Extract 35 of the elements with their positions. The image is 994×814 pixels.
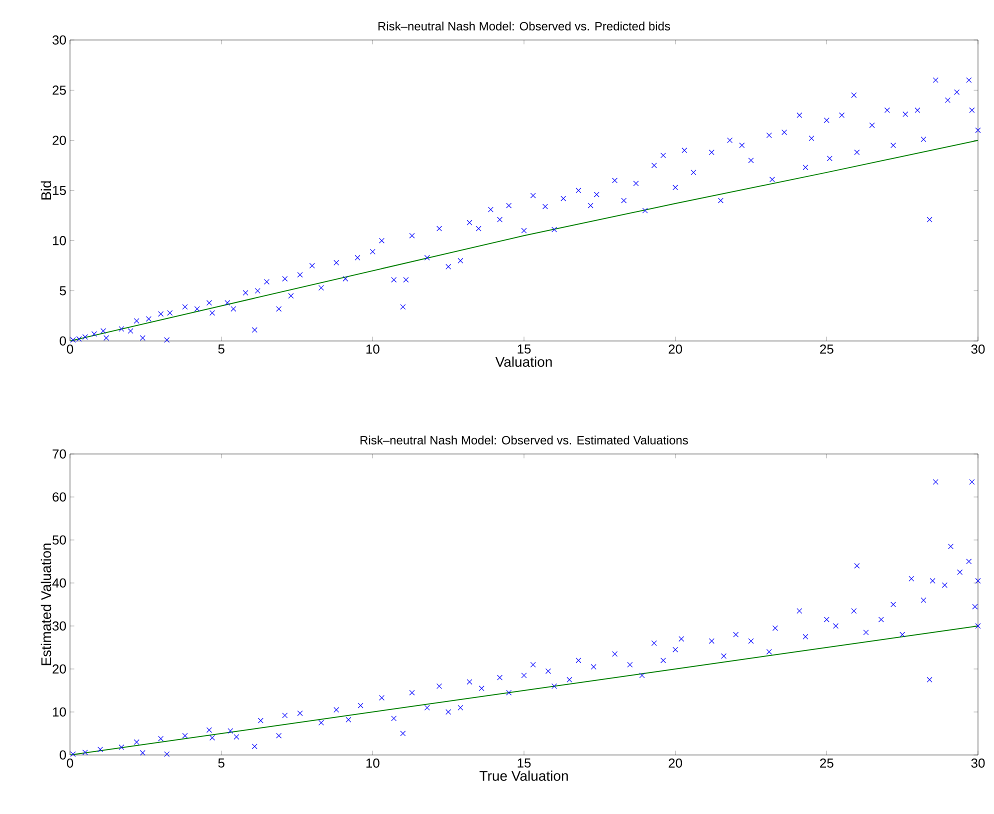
y-axis-title: Estimated Valuation	[40, 544, 52, 666]
x-tick-label: 30	[971, 344, 985, 354]
y-tick-label: 10	[53, 236, 66, 246]
x-tick-label: 0	[66, 758, 74, 768]
x-tick-label: 15	[518, 344, 531, 354]
chart-title: Risk–neutral Nash Model: Observed vs. Estimated Valuations	[360, 436, 688, 444]
x-tick-label: 10	[366, 758, 380, 768]
x-tick-label: 20	[668, 758, 682, 768]
y-tick-label: 30	[52, 621, 66, 631]
y-tick-label: 40	[52, 578, 66, 588]
y-tick-label: 0	[60, 336, 66, 346]
x-tick-label: 15	[518, 758, 531, 768]
y-tick-label: 15	[53, 186, 66, 196]
x-axis-title: Valuation	[495, 356, 552, 367]
y-tick-label: 25	[52, 86, 66, 95]
x-tick-label: 25	[820, 758, 834, 768]
chart-title: Risk–neutral Nash Model: Observed vs. Predicted bids	[378, 22, 670, 30]
x-tick-label: 20	[668, 344, 682, 354]
x-tick-label: 10	[366, 344, 380, 354]
x-tick-label: 5	[218, 758, 224, 768]
x-tick-label: 5	[218, 344, 224, 354]
y-tick-label: 30	[52, 35, 66, 45]
y-tick-label: 5	[60, 286, 66, 296]
y-tick-label: 10	[53, 707, 66, 717]
x-axis-title: True Valuation	[480, 770, 568, 781]
y-tick-label: 60	[52, 492, 66, 502]
x-tick-label: 30	[971, 758, 985, 768]
y-tick-label: 0	[60, 750, 66, 760]
y-axis-title: Bid	[40, 181, 52, 200]
y-tick-label: 50	[52, 535, 66, 545]
y-tick-label: 70	[52, 449, 66, 459]
x-tick-label: 0	[66, 344, 74, 354]
y-tick-label: 20	[52, 136, 66, 145]
x-tick-label: 25	[820, 344, 834, 354]
y-tick-label: 20	[52, 664, 66, 674]
